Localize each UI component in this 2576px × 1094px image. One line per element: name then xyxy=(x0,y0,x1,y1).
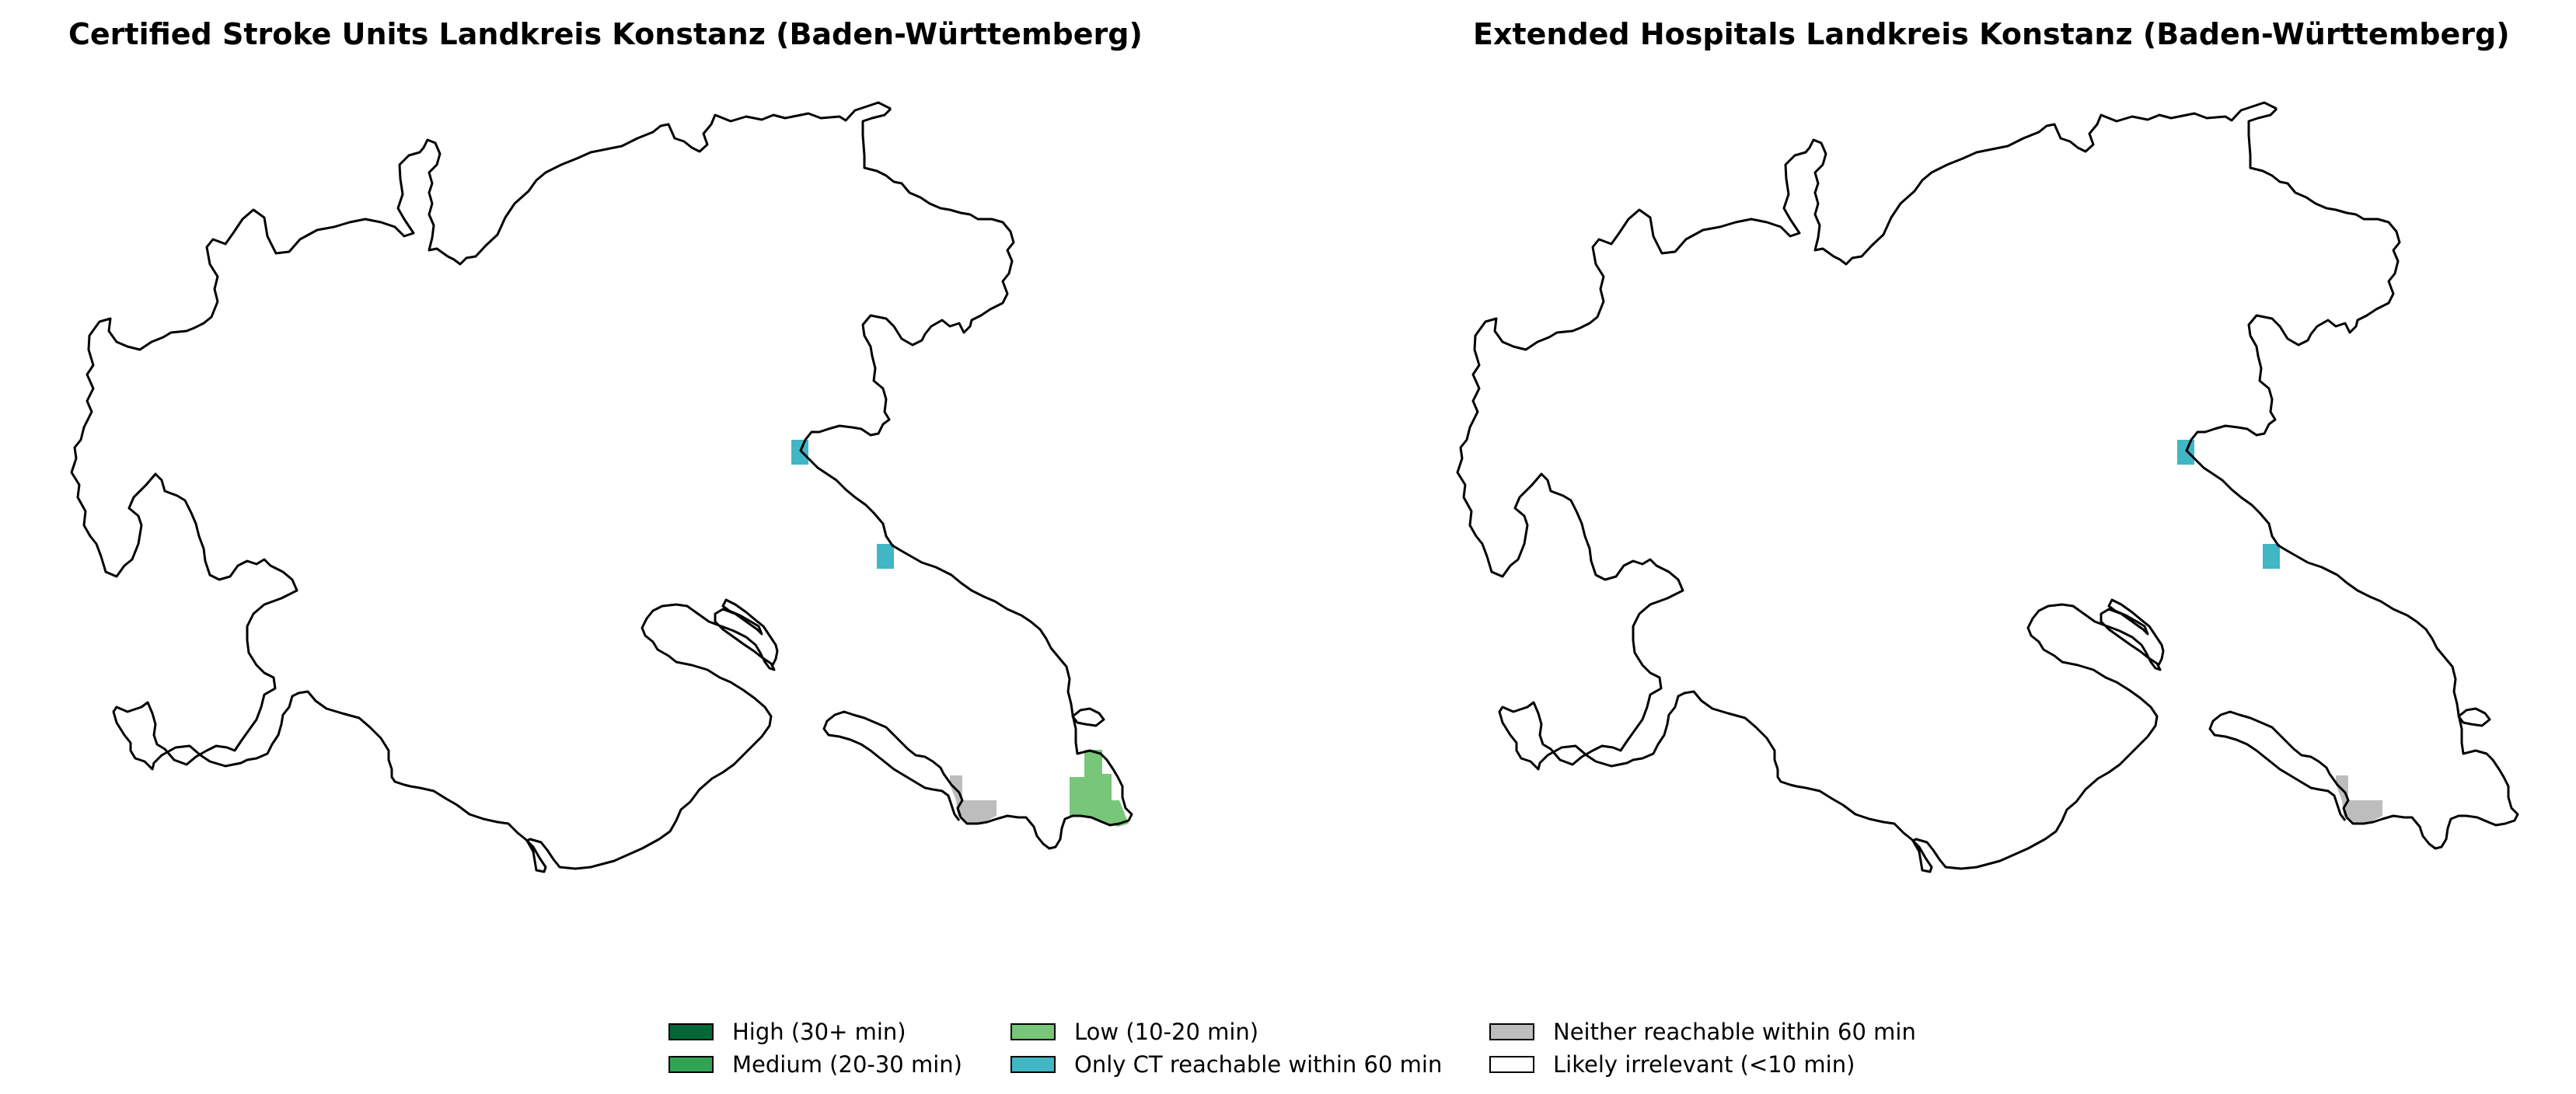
map-panel-extended-hospitals: Extended Hospitals Landkreis Konstanz (B… xyxy=(1386,0,2576,979)
cell-only-ct xyxy=(2177,440,2194,465)
cell-only-ct xyxy=(791,440,808,465)
cell-neither xyxy=(950,775,997,824)
legend-item-medium: Medium (20-30 min) xyxy=(668,1049,962,1080)
legend-swatch xyxy=(668,1056,714,1073)
legend-label: Likely irrelevant (<10 min) xyxy=(1553,1051,1855,1078)
cell-neither xyxy=(2336,775,2382,824)
island xyxy=(1071,707,1105,727)
district-outline-group xyxy=(70,101,1133,873)
legend-label: Medium (20-30 min) xyxy=(732,1051,962,1078)
map-cells xyxy=(2177,440,2382,824)
map-title: Extended Hospitals Landkreis Konstanz (B… xyxy=(1473,17,2510,51)
legend-item-low: Low (10-20 min) xyxy=(1011,1016,1258,1047)
district-outline xyxy=(1456,101,2519,873)
legend-item-high: High (30+ min) xyxy=(668,1016,906,1047)
legend-label: High (30+ min) xyxy=(732,1019,906,1045)
legend-label: Low (10-20 min) xyxy=(1074,1019,1259,1045)
legend-label: Neither reachable within 60 min xyxy=(1553,1019,1916,1045)
legend-swatch xyxy=(1011,1056,1056,1073)
island xyxy=(2457,707,2491,727)
legend-swatch xyxy=(1011,1023,1056,1040)
map-extended-hospitals xyxy=(1456,101,2519,873)
district-outline-group xyxy=(1456,101,2519,873)
legend-item-irrelevant: Likely irrelevant (<10 min) xyxy=(1489,1049,1855,1080)
cell-only-ct xyxy=(2263,544,2280,569)
map-panel-certified-stroke-units: Certified Stroke Units Landkreis Konstan… xyxy=(0,0,1288,979)
district-outline xyxy=(70,101,1133,873)
legend-label: Only CT reachable within 60 min xyxy=(1074,1051,1443,1078)
legend-item-only-ct: Only CT reachable within 60 min xyxy=(1011,1049,1442,1080)
legend-item-neither: Neither reachable within 60 min xyxy=(1489,1016,1916,1047)
legend-swatch xyxy=(668,1023,714,1040)
legend-swatch xyxy=(1489,1023,1534,1040)
legend-swatch xyxy=(1489,1056,1534,1073)
map-title: Certified Stroke Units Landkreis Konstan… xyxy=(68,17,1143,51)
map-certified-stroke-units xyxy=(70,101,1133,873)
legend: High (30+ min) Medium (20-30 min) Low (1… xyxy=(668,1016,2005,1088)
cell-only-ct xyxy=(877,544,894,569)
cell-low xyxy=(1070,750,1129,827)
map-cells xyxy=(791,440,1129,827)
